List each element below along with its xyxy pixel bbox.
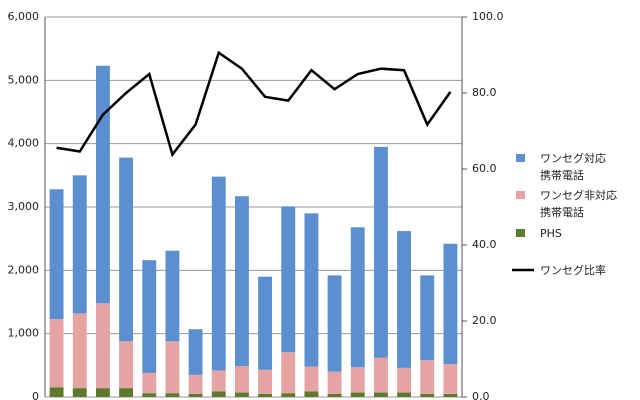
bar bbox=[95, 65, 110, 304]
bar bbox=[95, 388, 110, 397]
bar bbox=[165, 393, 180, 397]
bar bbox=[258, 276, 273, 370]
bar bbox=[95, 303, 110, 389]
y-tick-label: 4,000 bbox=[8, 137, 40, 150]
bar bbox=[373, 146, 388, 358]
bar bbox=[397, 392, 412, 397]
bar bbox=[72, 388, 87, 397]
bar bbox=[373, 392, 388, 397]
bar bbox=[119, 388, 134, 397]
bar bbox=[281, 352, 296, 394]
bar bbox=[373, 357, 388, 393]
y2-tick-label: 60.0 bbox=[472, 162, 497, 175]
bar bbox=[188, 393, 203, 397]
bar bbox=[327, 393, 342, 397]
legend-swatch bbox=[516, 191, 525, 199]
bar bbox=[142, 372, 157, 394]
legend-label: PHS bbox=[540, 227, 562, 240]
bar bbox=[397, 367, 412, 393]
bar bbox=[234, 392, 249, 397]
bar bbox=[350, 227, 365, 368]
bar bbox=[49, 319, 64, 388]
bar bbox=[420, 275, 435, 361]
y-tick-label: 2,000 bbox=[8, 263, 40, 276]
bar bbox=[420, 393, 435, 397]
bar bbox=[142, 393, 157, 397]
bar bbox=[211, 176, 226, 371]
bar bbox=[350, 392, 365, 397]
bar bbox=[258, 369, 273, 394]
bar bbox=[327, 371, 342, 394]
bar bbox=[211, 391, 226, 397]
bar bbox=[281, 393, 296, 397]
bar bbox=[234, 196, 249, 366]
legend-label: ワンセグ対応 携帯電話 bbox=[540, 152, 606, 182]
bar bbox=[72, 175, 87, 314]
bar bbox=[119, 341, 134, 389]
bar bbox=[234, 365, 249, 393]
y-tick-label: 5,000 bbox=[8, 73, 40, 86]
bar bbox=[142, 260, 157, 373]
bar bbox=[350, 367, 365, 393]
y-tick-label: 6,000 bbox=[8, 10, 40, 23]
bar bbox=[165, 341, 180, 394]
bar bbox=[304, 391, 319, 397]
y-tick-label: 1,000 bbox=[8, 327, 40, 340]
y2-tick-label: 20.0 bbox=[472, 314, 497, 327]
legend-label: ワンセグ非対応 携帯電話 bbox=[540, 189, 617, 219]
legend-swatch bbox=[516, 154, 525, 162]
bar bbox=[258, 393, 273, 397]
bar bbox=[443, 364, 458, 394]
bar bbox=[49, 387, 64, 397]
bar bbox=[119, 157, 134, 342]
bar bbox=[188, 374, 203, 394]
bar bbox=[188, 329, 203, 375]
bar bbox=[211, 370, 226, 392]
bar bbox=[443, 243, 458, 365]
bar bbox=[443, 393, 458, 397]
legend-swatch bbox=[516, 229, 525, 237]
y2-tick-label: 80.0 bbox=[472, 86, 497, 99]
bar bbox=[420, 360, 435, 394]
bar bbox=[304, 213, 319, 367]
line bbox=[56, 50, 452, 158]
y-tick-label: 3,000 bbox=[8, 200, 40, 213]
bar bbox=[397, 231, 412, 368]
y2-tick-label: 40.0 bbox=[472, 238, 497, 251]
y2-tick-label: 100.0 bbox=[472, 10, 504, 23]
bar bbox=[304, 366, 319, 392]
bar bbox=[281, 206, 296, 353]
y-tick-label: 0 bbox=[32, 390, 39, 400]
bar bbox=[165, 250, 180, 342]
legend-label: ワンセグ比率 bbox=[540, 264, 606, 277]
bar bbox=[327, 275, 342, 372]
bar bbox=[49, 189, 64, 320]
bar bbox=[72, 313, 87, 389]
y2-tick-label: 0.0 bbox=[472, 390, 490, 400]
